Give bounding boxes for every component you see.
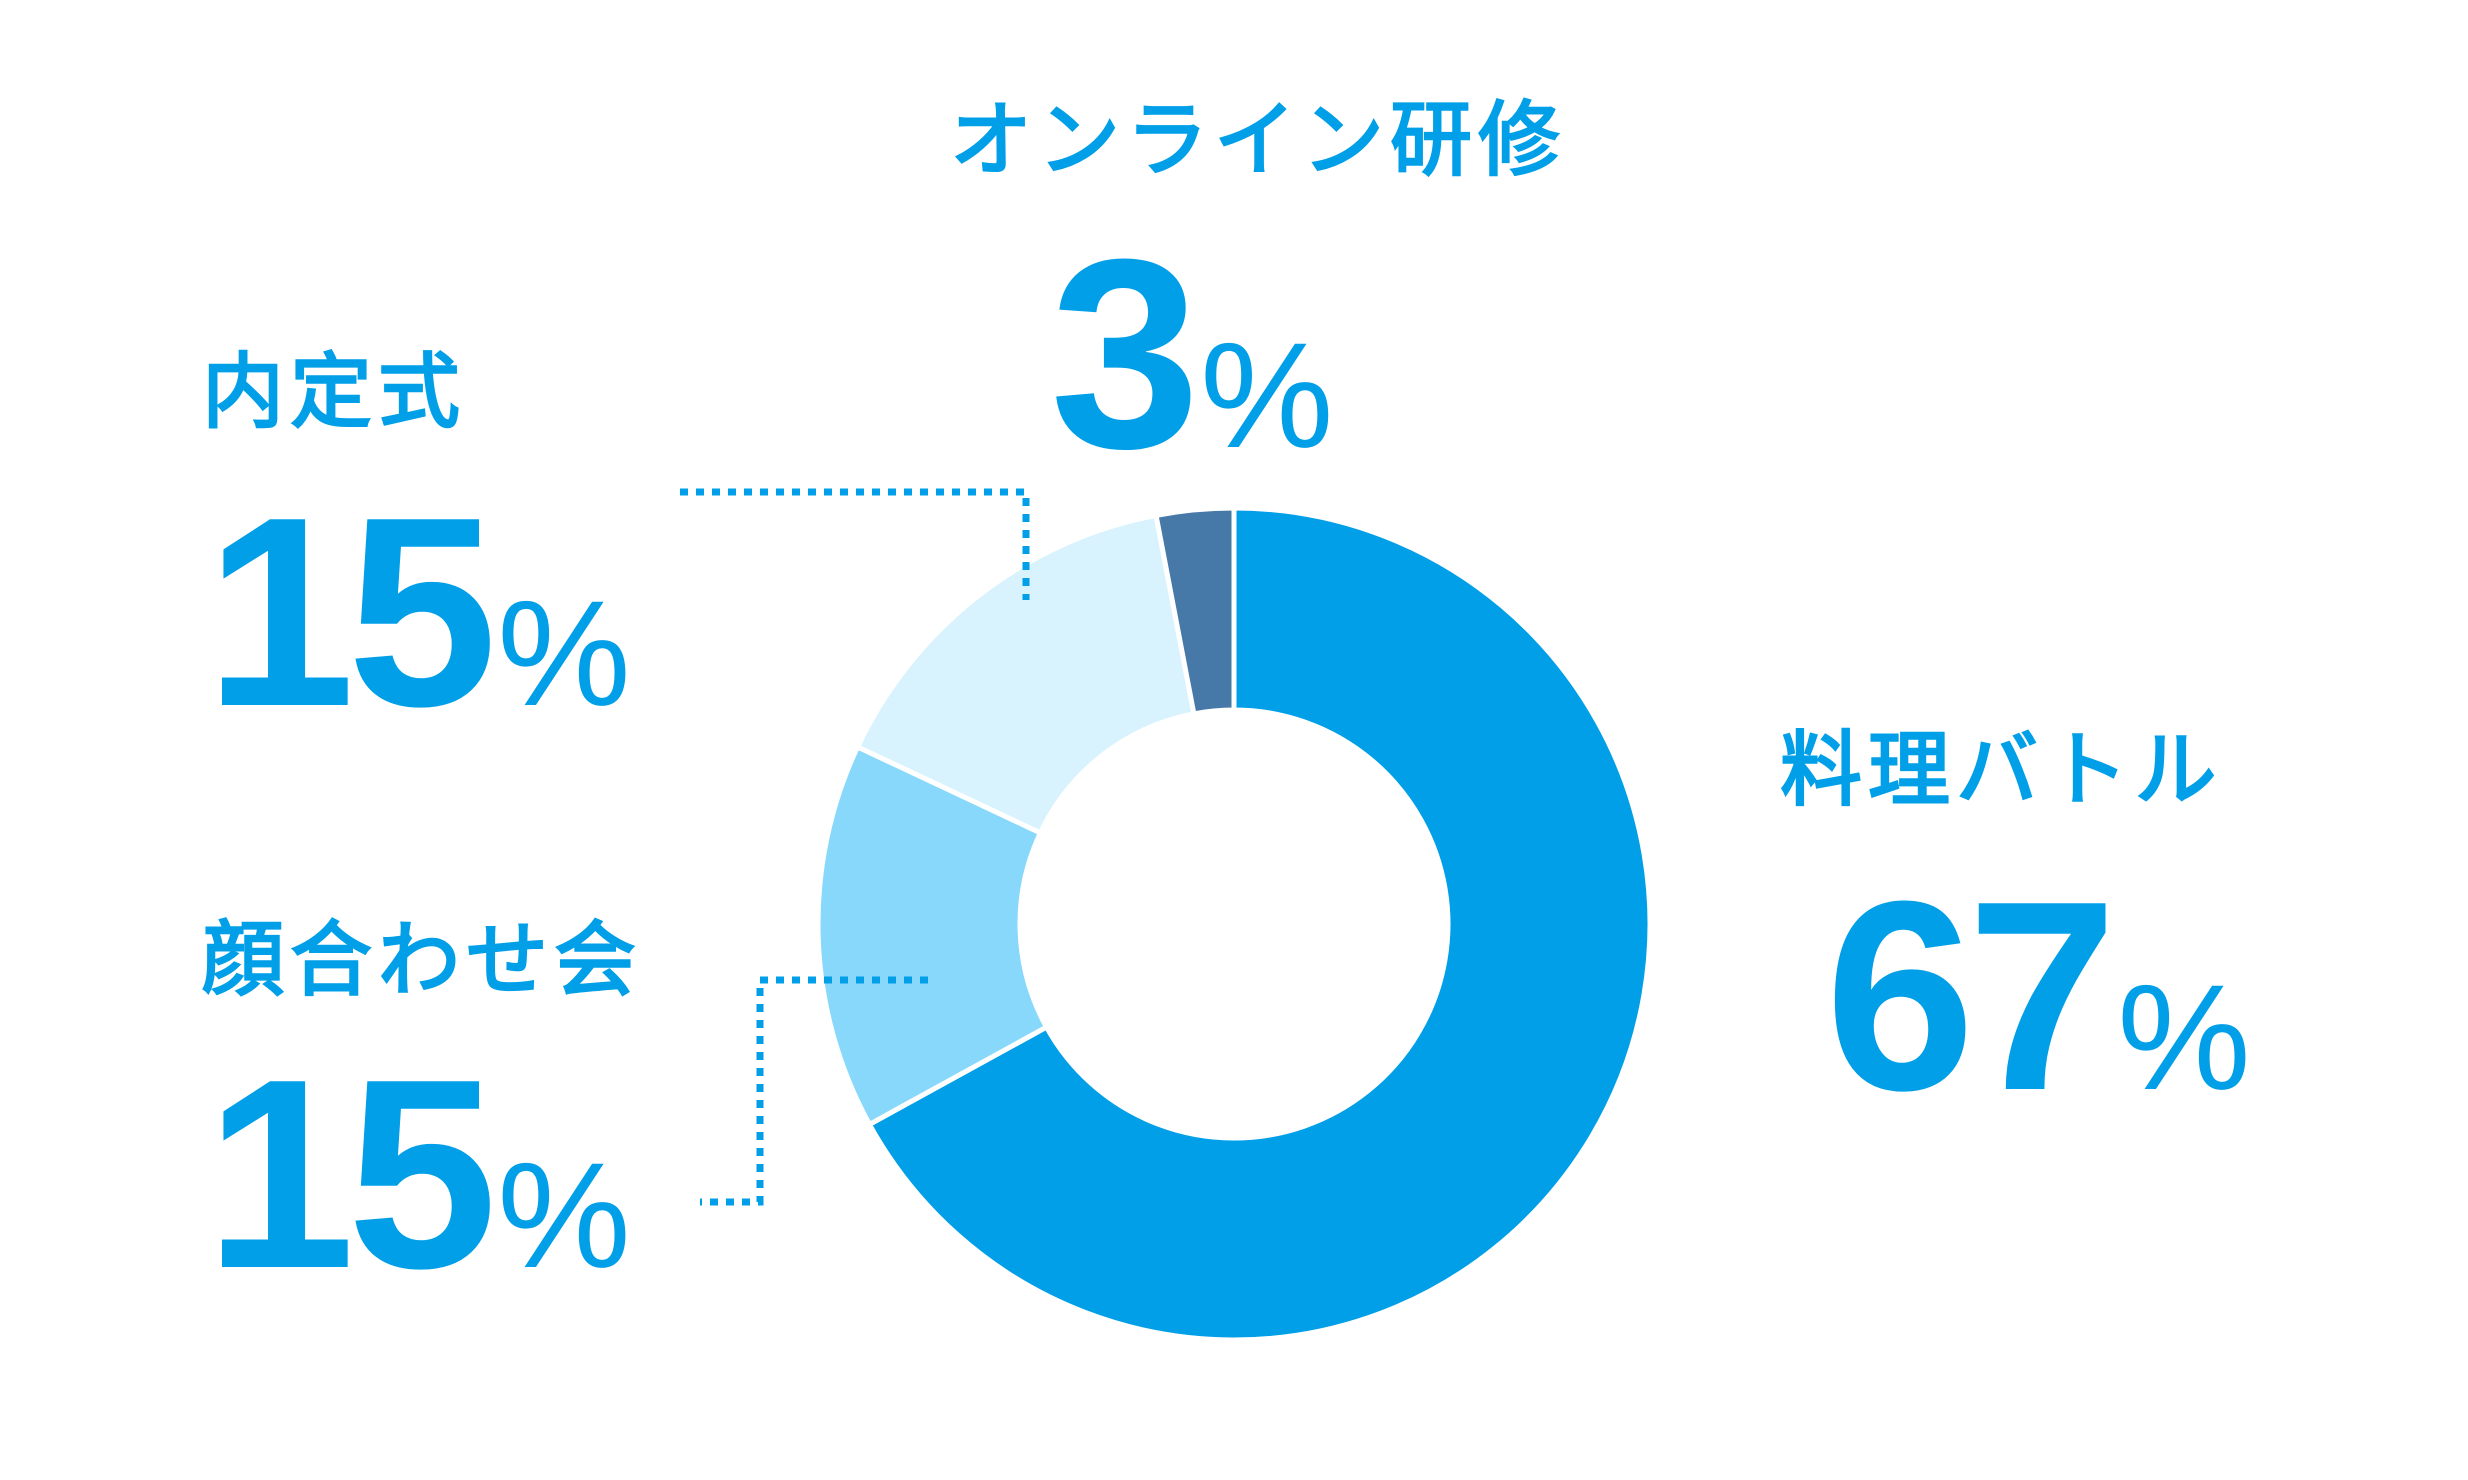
meeting-percent: 15 %	[205, 1040, 631, 1310]
meeting-name: 顔合わせ会	[202, 913, 643, 1008]
donut-slice-3	[1153, 505, 1237, 717]
cooking-battle-percent-sign: %	[2117, 953, 2251, 1121]
online-training-value: 3	[1050, 204, 1200, 505]
donut-slice-1	[815, 743, 1050, 1128]
ceremony-percent: 15 %	[205, 478, 631, 748]
label-cooking-battle: 料理バトル	[1780, 730, 2222, 812]
cooking-battle-name: 料理バトル	[1780, 723, 2223, 818]
meeting-percent-sign: %	[497, 1131, 631, 1299]
meeting-value: 15	[205, 1024, 497, 1325]
donut-slice-2	[854, 512, 1197, 837]
donut-slice-0	[866, 505, 1653, 1343]
ceremony-percent-sign: %	[497, 569, 631, 737]
online-training-percent: 3 %	[1050, 220, 1334, 490]
online-training-percent-sign: %	[1200, 311, 1334, 479]
donut-slices	[815, 505, 1653, 1343]
label-ceremony: 内定式	[202, 352, 466, 434]
leader-line-meeting	[700, 976, 928, 1206]
online-training-name: オンライン研修	[950, 93, 1567, 188]
label-meeting: 顔合わせ会	[202, 920, 642, 1002]
cooking-battle-percent: 67 %	[1825, 862, 2251, 1132]
leader-line-ceremony	[680, 488, 1030, 600]
cooking-battle-value: 67	[1825, 846, 2117, 1147]
ceremony-value: 15	[205, 462, 497, 763]
label-online-training: オンライン研修	[950, 100, 1566, 182]
ceremony-name: 内定式	[202, 345, 467, 440]
